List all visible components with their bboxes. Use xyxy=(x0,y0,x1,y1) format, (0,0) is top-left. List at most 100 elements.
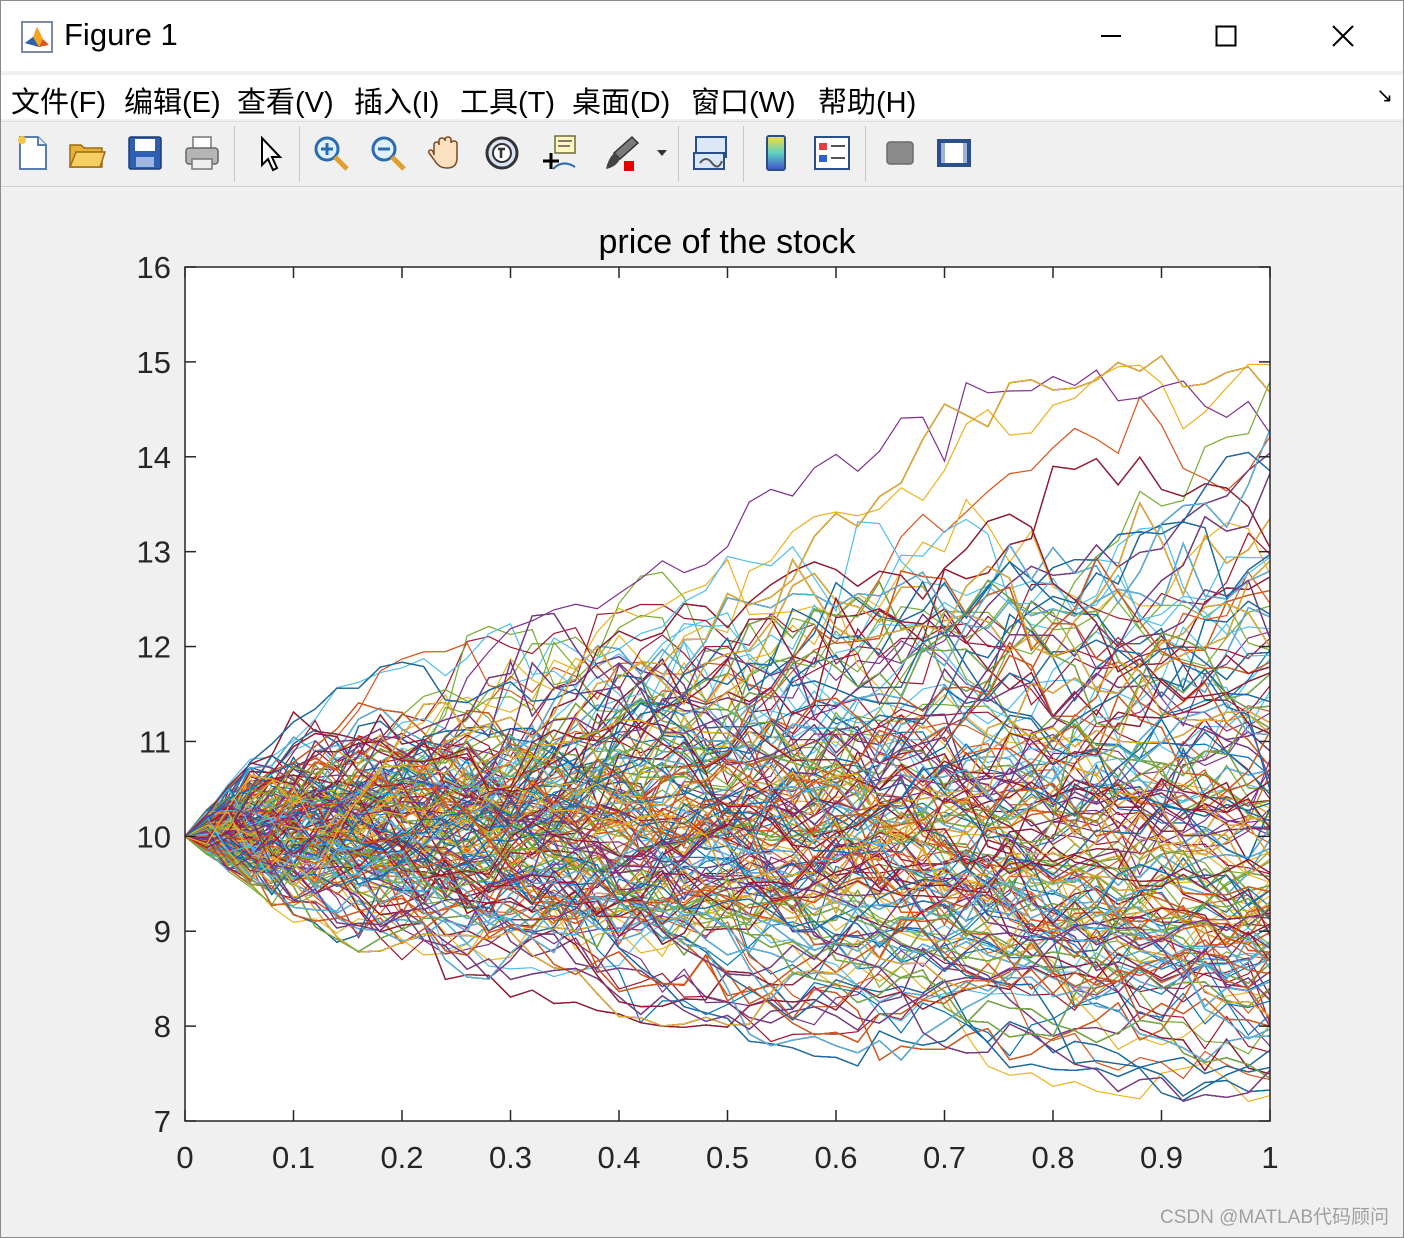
price-path-line xyxy=(185,757,1271,896)
y-tick-label: 8 xyxy=(154,1009,171,1044)
price-path-line xyxy=(184,395,1271,837)
menu-edit[interactable]: 编辑(E) xyxy=(124,87,221,119)
x-tick-label: 0.9 xyxy=(1140,1140,1183,1175)
price-path-line xyxy=(184,815,1271,932)
minimize-button[interactable] xyxy=(1056,1,1166,71)
watermark: CSDN @MATLAB代码顾问 xyxy=(1159,1207,1389,1228)
insert-colorbar-button[interactable] xyxy=(753,130,799,176)
price-path-line xyxy=(184,790,1271,1027)
price-path-line xyxy=(184,778,1271,914)
x-tick-label: 0.6 xyxy=(814,1140,857,1175)
toolbar-separator xyxy=(678,126,679,182)
price-path-line xyxy=(184,821,1271,956)
menu-desktop[interactable]: 桌面(D) xyxy=(572,87,671,119)
price-paths xyxy=(184,354,1271,1103)
close-button[interactable] xyxy=(1288,1,1398,71)
price-path-line xyxy=(184,603,1271,880)
price-path-line xyxy=(184,835,1271,1078)
price-path-line xyxy=(184,835,1271,947)
y-tick-label: 7 xyxy=(154,1104,171,1139)
window-title: Figure 1 xyxy=(64,17,178,52)
data-cursor-button[interactable] xyxy=(536,130,582,176)
pan-button[interactable] xyxy=(422,130,468,176)
rotate-3d-button[interactable] xyxy=(479,130,525,176)
price-path-line xyxy=(184,797,1271,1001)
price-path-line xyxy=(184,521,1271,885)
toolbar-separator xyxy=(299,126,300,182)
title-bar: Figure 1 xyxy=(1,1,1403,71)
hide-plot-tools-button[interactable] xyxy=(876,130,922,176)
price-path-line xyxy=(184,829,1271,1038)
price-path-line xyxy=(184,810,1271,970)
toolbar-separator xyxy=(743,126,744,182)
price-path-line xyxy=(184,761,1271,1009)
plot-svg[interactable]: 0 0.1 0.2 0.3 0.4 0.5 0.6 0.7 0.8 0.9 1 7 8 9 10 11 12 13… xyxy=(1,187,1403,1235)
menu-tools[interactable]: 工具(T) xyxy=(460,87,556,119)
open-file-button[interactable] xyxy=(64,130,110,176)
dock-figure-icon[interactable]: ↘ xyxy=(1376,85,1393,107)
price-path-line xyxy=(184,835,1271,1101)
price-path-line xyxy=(184,558,1271,845)
price-path-line xyxy=(184,713,1271,962)
x-tick-label: 1 xyxy=(1261,1140,1278,1175)
matlab-logo-icon xyxy=(21,21,53,53)
zoom-in-button[interactable] xyxy=(308,130,354,176)
new-figure-icon xyxy=(18,136,47,170)
menu-window[interactable]: 窗口(W) xyxy=(691,87,796,119)
edit-plot-button[interactable] xyxy=(246,130,292,176)
hide-plot-tools-icon xyxy=(886,141,914,165)
brush-dropdown-button[interactable] xyxy=(649,130,675,176)
price-path-line xyxy=(184,831,1271,996)
price-path-line xyxy=(184,711,1271,882)
price-path-line xyxy=(184,678,1271,880)
price-path-line xyxy=(184,694,1271,939)
price-path-line xyxy=(184,579,1271,837)
new-figure-button[interactable] xyxy=(9,130,55,176)
price-path-line xyxy=(184,818,1271,1028)
brush-button[interactable] xyxy=(599,130,645,176)
price-path-line xyxy=(184,723,1271,861)
price-path-line xyxy=(184,786,1271,887)
show-plot-tools-icon xyxy=(937,139,971,167)
save-button[interactable] xyxy=(122,130,168,176)
price-path-line xyxy=(184,825,1271,1027)
menu-insert[interactable]: 插入(I) xyxy=(354,87,440,119)
maximize-button[interactable] xyxy=(1171,1,1281,71)
link-plot-button[interactable] xyxy=(687,130,733,176)
zoom-in-icon xyxy=(314,136,349,171)
y-tick-label: 13 xyxy=(137,535,171,570)
price-path-line xyxy=(184,714,1271,934)
x-tick-label: 0.8 xyxy=(1031,1140,1074,1175)
zoom-out-button[interactable] xyxy=(365,130,411,176)
x-tick-label: 0.4 xyxy=(597,1140,640,1175)
price-path-line xyxy=(184,835,1271,1079)
price-path-line xyxy=(184,718,1271,943)
figure-canvas: 0 0.1 0.2 0.3 0.4 0.5 0.6 0.7 0.8 0.9 1 7 8 9 10 11 12 13… xyxy=(1,187,1403,1237)
print-button[interactable] xyxy=(179,130,225,176)
price-path-line xyxy=(184,513,1271,843)
y-tick-label: 14 xyxy=(137,440,171,475)
colorbar-icon xyxy=(766,135,786,171)
legend-icon xyxy=(814,136,850,170)
chart-title: price of the stock xyxy=(598,223,856,261)
price-path-line xyxy=(184,606,1271,902)
y-tick-label: 15 xyxy=(137,345,171,380)
close-icon xyxy=(1332,25,1354,47)
price-path-line xyxy=(184,521,1271,837)
y-tick-label: 12 xyxy=(137,630,171,665)
rotate-3d-icon xyxy=(485,136,519,170)
menu-help[interactable]: 帮助(H) xyxy=(818,87,917,119)
link-plot-icon xyxy=(693,136,727,170)
menu-view[interactable]: 查看(V) xyxy=(237,87,334,119)
save-icon xyxy=(128,136,162,170)
price-path-line xyxy=(184,719,1271,856)
y-tick-label: 9 xyxy=(154,914,171,949)
y-tick-label: 16 xyxy=(137,250,171,285)
axis-ticks: 0 0.1 0.2 0.3 0.4 0.5 0.6 0.7 0.8 0.9 1 7 8 9 10 11 12 13… xyxy=(137,250,1279,1175)
price-path-line xyxy=(184,560,1271,915)
price-path-line xyxy=(184,822,1271,962)
price-path-line xyxy=(184,804,1271,1030)
insert-legend-button[interactable] xyxy=(809,130,855,176)
show-plot-tools-button[interactable] xyxy=(931,130,977,176)
menu-file[interactable]: 文件(F) xyxy=(11,87,107,119)
